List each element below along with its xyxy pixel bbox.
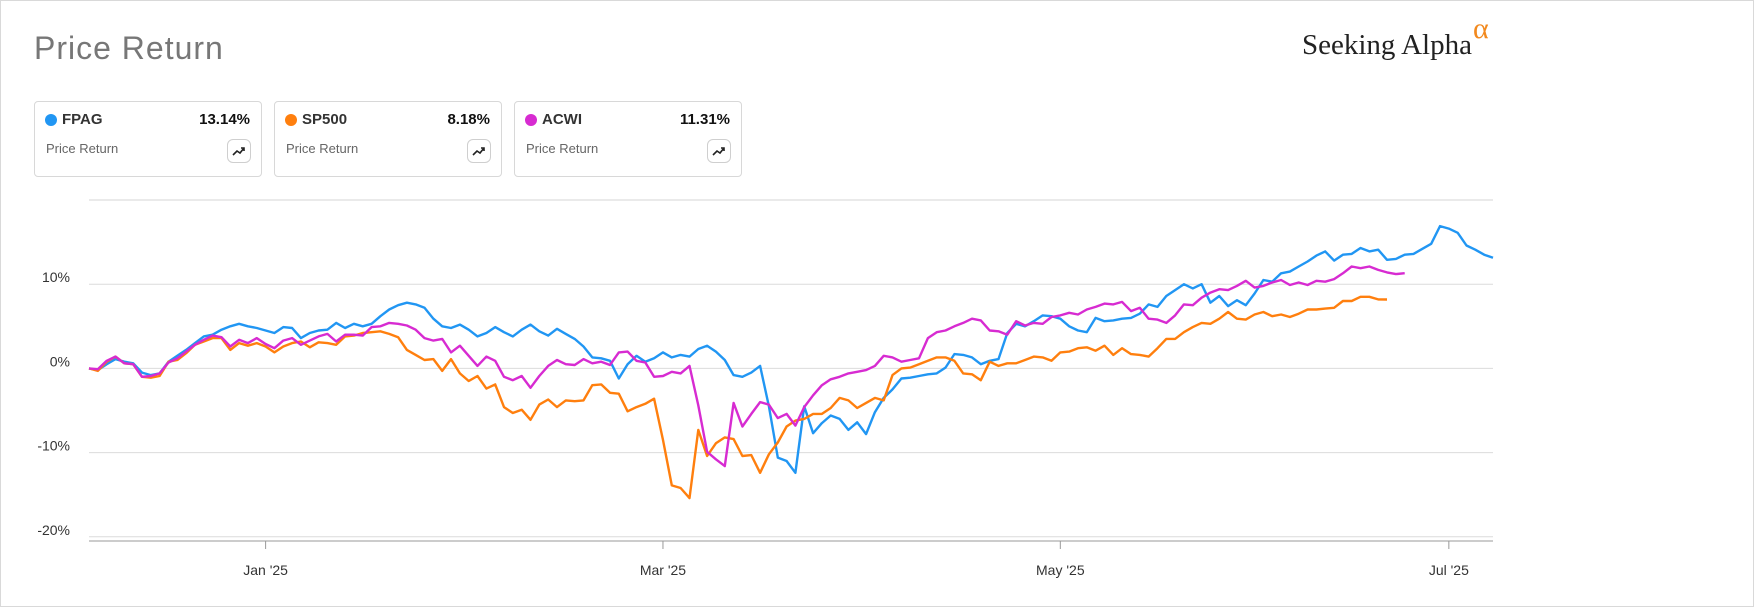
x-tick-label: May '25 (1036, 562, 1085, 578)
x-tick-label: Mar '25 (640, 562, 686, 578)
y-tick-label: 10% (42, 269, 70, 285)
trend-chart-icon[interactable] (707, 139, 731, 163)
card-symbol: SP500 (302, 111, 348, 128)
card-symbol: ACWI (542, 111, 582, 128)
brand-logo: Seeking Alphaα (1302, 12, 1489, 62)
page-title: Price Return (34, 30, 224, 66)
brand-name: Seeking Alpha (1302, 29, 1472, 61)
series-line-acwi (88, 265, 1405, 468)
card-symbol: FPAG (62, 111, 103, 128)
card-label: Price Return (286, 141, 359, 156)
card-label: Price Return (526, 141, 599, 156)
card-value: 8.18% (447, 111, 490, 128)
y-tick-label: -10% (37, 438, 70, 454)
x-tick-label: Jan '25 (243, 562, 288, 578)
y-tick-label: -20% (37, 522, 70, 538)
legend-card-acwi[interactable]: ACWI 11.31% Price Return (514, 101, 742, 177)
series-line-sp500 (88, 295, 1388, 500)
series-color-dot (45, 114, 57, 126)
x-tick-label: Jul '25 (1429, 562, 1469, 578)
alpha-icon: α (1472, 12, 1489, 45)
y-tick-label: 0% (50, 353, 70, 369)
card-value: 11.31% (679, 111, 730, 128)
legend-card-fpag[interactable]: FPAG 13.14% Price Return (34, 101, 262, 177)
chart-grid (89, 199, 1493, 538)
card-value: 13.14% (199, 111, 250, 128)
chart-series (88, 224, 1494, 500)
series-color-dot (285, 114, 297, 126)
trend-chart-icon[interactable] (227, 139, 251, 163)
series-color-dot (525, 114, 537, 126)
card-label: Price Return (46, 141, 119, 156)
series-line-fpag (88, 224, 1494, 474)
legend-card-sp500[interactable]: SP500 8.18% Price Return (274, 101, 502, 177)
x-axis: Jan '25 Mar '25 May '25 Jul '25 (89, 540, 1493, 578)
y-axis: 10% 0% -10% -20% (37, 269, 70, 538)
trend-chart-icon[interactable] (467, 139, 491, 163)
